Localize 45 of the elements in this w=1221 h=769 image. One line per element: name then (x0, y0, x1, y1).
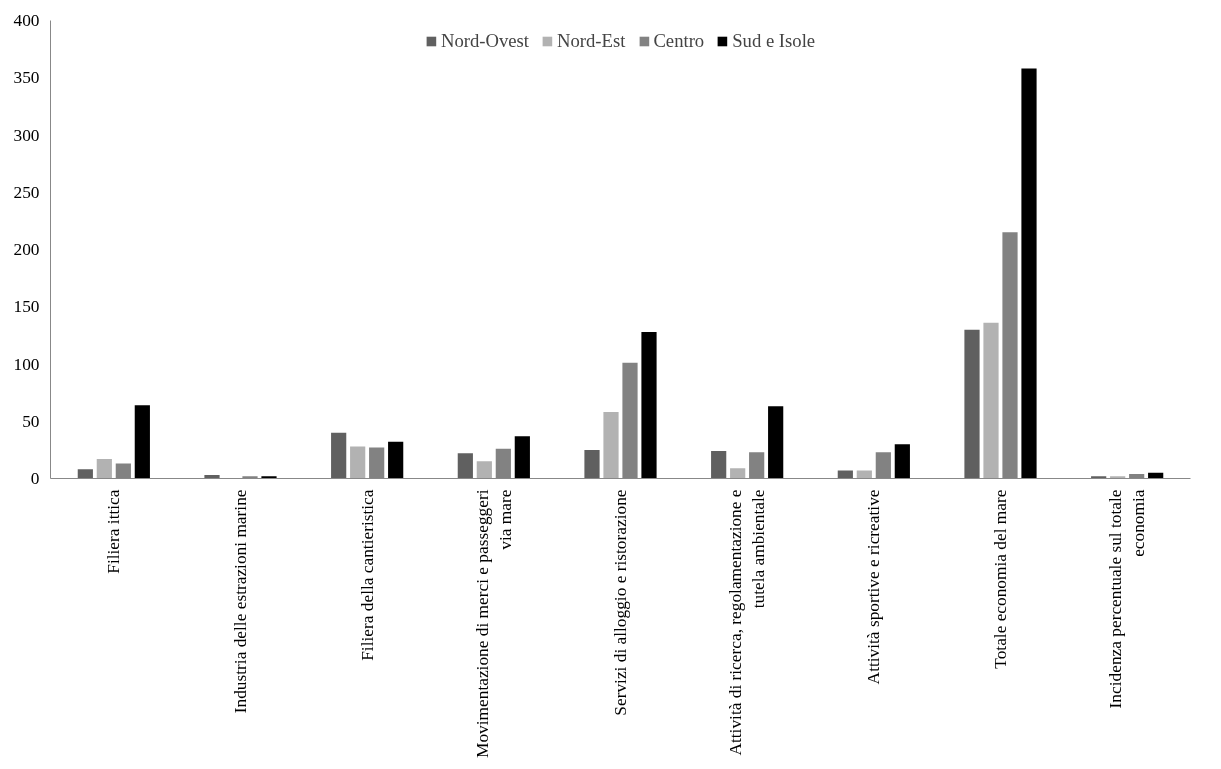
y-tick-label: 400 (13, 11, 40, 30)
bar (331, 432, 347, 479)
bar (1021, 68, 1037, 479)
x-tick-label: Servizi di alloggio e ristorazione (611, 489, 630, 716)
y-tick-label: 150 (13, 297, 40, 317)
bar (96, 459, 112, 479)
x-tick-label: Totale economia del mare (991, 489, 1010, 669)
x-tick-label: Incidenza percentuale sul totale economia (1106, 489, 1149, 709)
legend-label: Nord-Ovest (440, 30, 529, 52)
bar (134, 405, 150, 479)
y-tick-label: 50 (22, 411, 40, 431)
bar (768, 406, 784, 479)
bar (388, 441, 404, 479)
bar (350, 446, 366, 479)
y-tick-label: 200 (13, 240, 40, 259)
bar (514, 436, 530, 479)
bar (641, 331, 657, 479)
legend-label: Centro (653, 30, 705, 52)
bar (457, 453, 473, 479)
legend-label: Nord-Est (557, 30, 626, 52)
y-tick-label: 0 (30, 469, 40, 488)
x-tick-label: Attività di ricerca, regolamentazione e tutela ambientale (726, 489, 769, 756)
x-tick-label: Filiera della cantieristica (357, 489, 377, 661)
bar (837, 470, 853, 479)
x-tick-label: Industria delle estrazioni marine (231, 489, 250, 714)
x-tick-label: Movimentazione di merci e passeggeri via mare (472, 489, 515, 758)
bar (730, 468, 746, 479)
y-tick-label: 100 (13, 354, 40, 374)
bar (603, 412, 619, 479)
bar (856, 470, 872, 479)
legend-label: Sud e Isole (732, 30, 816, 52)
bar (711, 451, 727, 479)
bar (964, 329, 980, 479)
bar (894, 444, 910, 479)
bar (204, 475, 220, 479)
bar (77, 469, 93, 479)
y-tick-label: 250 (13, 182, 40, 202)
bar (261, 476, 277, 479)
y-tick-label: 350 (13, 68, 40, 88)
bar (983, 322, 999, 479)
bar (476, 461, 492, 479)
x-tick-label: Filiera ittica (104, 489, 124, 574)
bar (584, 449, 600, 479)
y-tick-label: 300 (13, 125, 40, 145)
x-tick-label: Attività sportive e ricreative (864, 489, 884, 685)
